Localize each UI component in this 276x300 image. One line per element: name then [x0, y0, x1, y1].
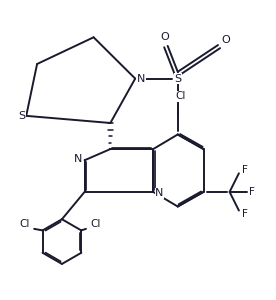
Text: F: F — [242, 165, 247, 175]
Text: S: S — [174, 74, 181, 84]
Text: F: F — [242, 208, 247, 219]
Text: Cl: Cl — [90, 219, 100, 229]
Text: N: N — [74, 154, 83, 164]
Text: F: F — [249, 187, 255, 197]
Text: N: N — [137, 74, 145, 84]
Text: O: O — [160, 32, 169, 42]
Text: Cl: Cl — [20, 219, 30, 229]
Text: N: N — [155, 188, 164, 199]
Text: S: S — [18, 111, 25, 121]
Text: Cl: Cl — [176, 91, 186, 101]
Text: O: O — [222, 35, 230, 45]
